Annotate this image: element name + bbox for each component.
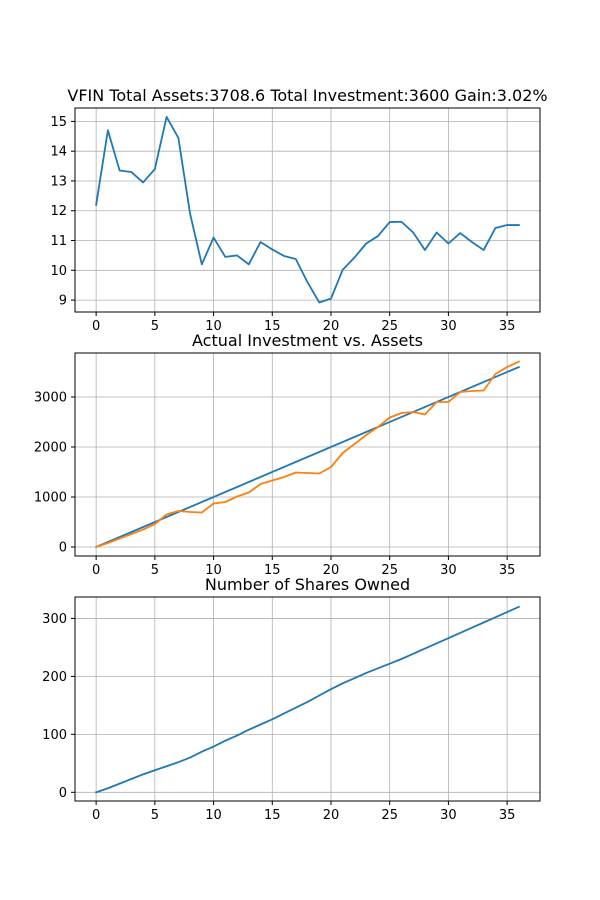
x-tick-label: 35 — [499, 808, 516, 823]
x-tick-label: 10 — [205, 808, 222, 823]
x-tick-label: 30 — [440, 808, 457, 823]
x-tick-label: 15 — [264, 563, 281, 578]
y-tick-label: 1000 — [34, 491, 67, 506]
series-line-1 — [95, 116, 520, 304]
y-tick-label: 15 — [50, 115, 67, 130]
y-tick-label: 100 — [42, 728, 67, 743]
x-tick-label: 30 — [440, 563, 457, 578]
y-tick-label: 3000 — [34, 391, 67, 406]
x-tick-label: 15 — [264, 319, 281, 334]
x-tick-label: 5 — [151, 319, 159, 334]
x-tick-label: 30 — [440, 319, 457, 334]
x-tick-label: 5 — [151, 563, 159, 578]
y-tick-label: 0 — [59, 786, 67, 801]
chart-title: VFIN Total Assets:3708.6 Total Investmen… — [67, 86, 547, 105]
x-tick-label: 10 — [205, 563, 222, 578]
x-tick-label: 25 — [381, 808, 398, 823]
chart-title: Number of Shares Owned — [205, 575, 410, 594]
chart-2: 0 5 10 15 20 25 30 35 0 1000 2000 3000 Actual Invest… — [34, 331, 541, 578]
y-tick-label: 0 — [59, 541, 67, 556]
x-tick-label: 20 — [323, 319, 340, 334]
x-tick-label: 10 — [205, 319, 222, 334]
x-tick-label: 35 — [499, 319, 516, 334]
y-tick-label: 11 — [50, 234, 67, 249]
chart-title: Actual Investment vs. Assets — [192, 331, 423, 350]
x-tick-label: 5 — [151, 808, 159, 823]
x-tick-label: 15 — [264, 808, 281, 823]
series-line-1 — [94, 605, 521, 794]
x-tick-label: 0 — [92, 319, 100, 334]
x-tick-label: 20 — [323, 563, 340, 578]
series-line-1 — [94, 365, 521, 549]
series-line-2 — [94, 360, 521, 549]
x-tick-label: 0 — [92, 563, 100, 578]
y-tick-label: 13 — [50, 174, 67, 189]
y-tick-label: 200 — [42, 670, 67, 685]
x-tick-label: 25 — [381, 319, 398, 334]
x-tick-label: 0 — [92, 808, 100, 823]
y-tick-label: 12 — [50, 204, 67, 219]
y-tick-label: 2000 — [34, 441, 67, 456]
x-tick-label: 35 — [499, 563, 516, 578]
y-tick-label: 9 — [59, 294, 67, 309]
axes-frame — [74, 352, 541, 557]
chart-3: 0 5 10 15 20 25 30 35 0 100 200 300 Number of Shares… — [42, 575, 541, 823]
y-tick-label: 10 — [50, 264, 67, 279]
y-tick-label: 14 — [50, 145, 67, 160]
y-tick-label: 300 — [42, 612, 67, 627]
x-tick-label: 25 — [381, 563, 398, 578]
axes-frame — [74, 107, 541, 313]
x-tick-label: 20 — [323, 808, 340, 823]
axes-frame — [74, 596, 541, 802]
